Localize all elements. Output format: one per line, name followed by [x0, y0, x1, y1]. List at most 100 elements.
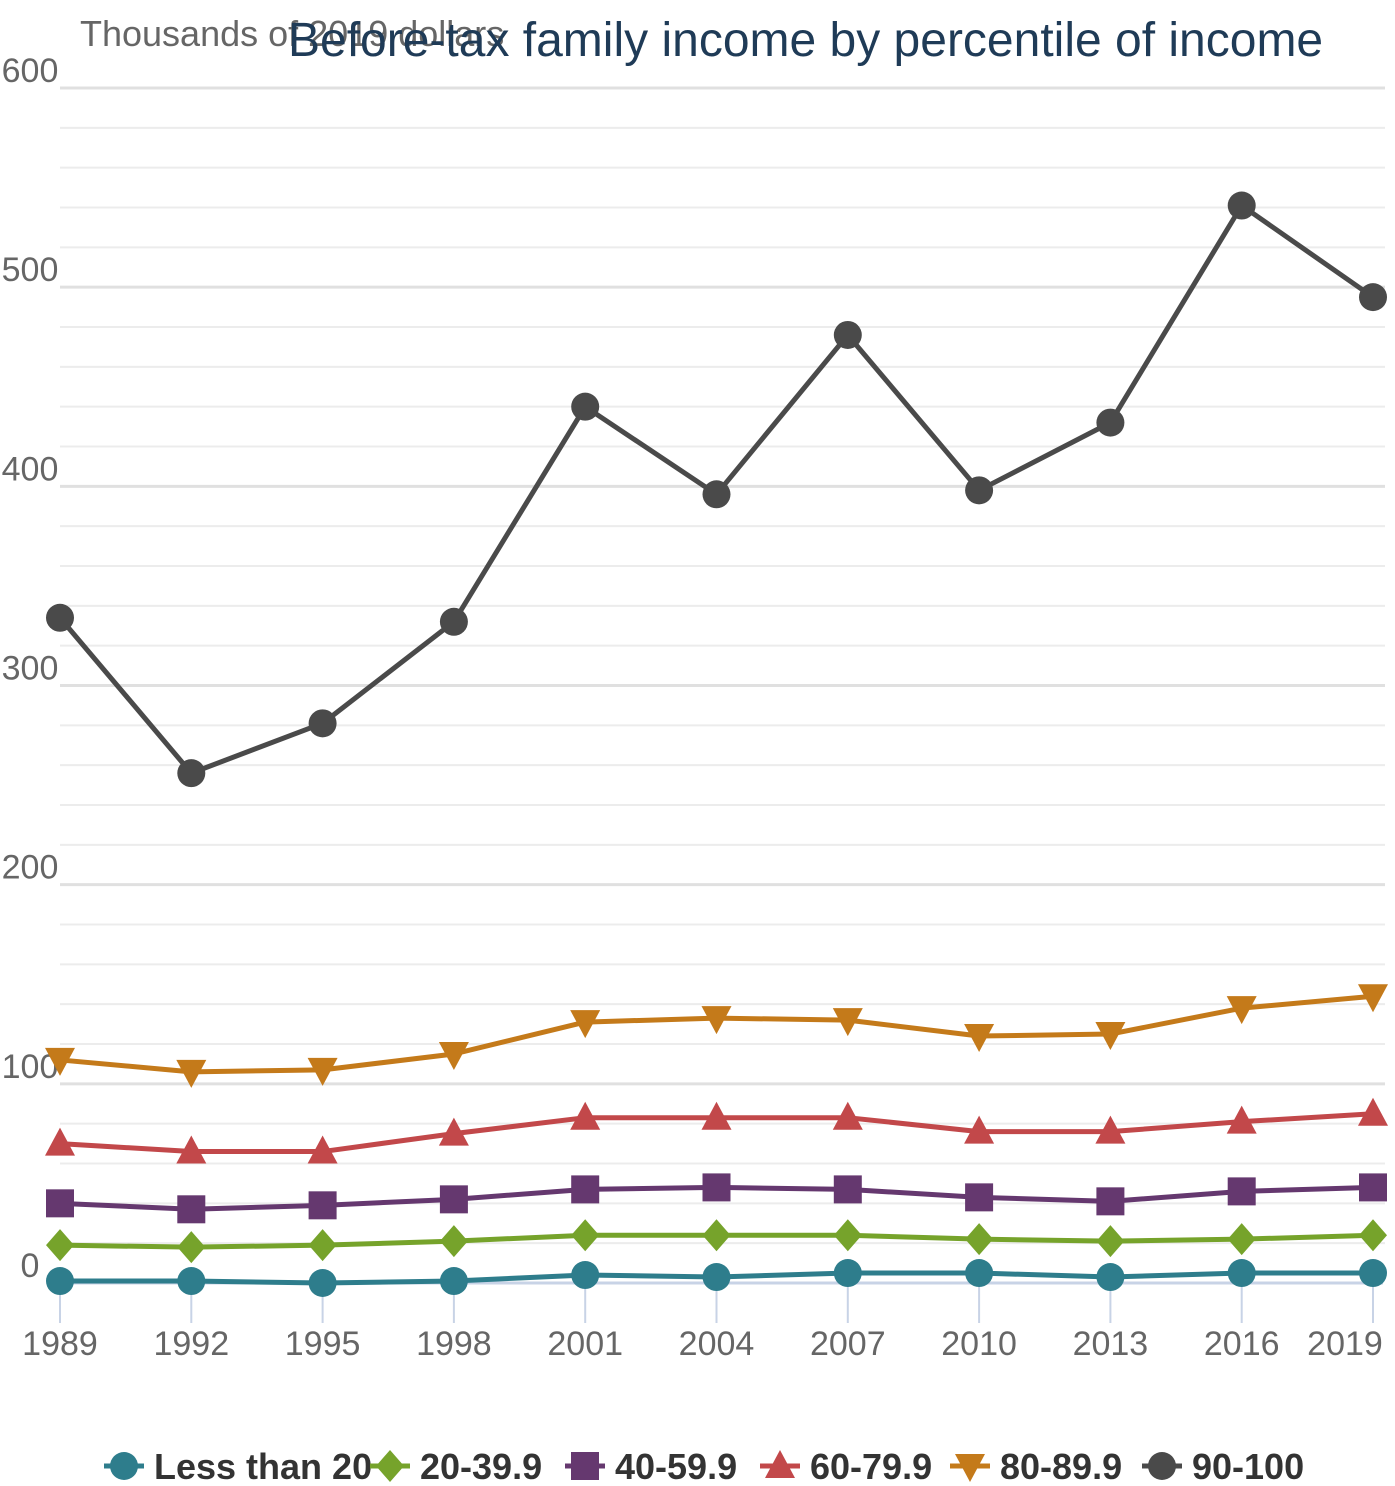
data-point [964, 1024, 995, 1053]
y-tick-label: 200 [2, 849, 59, 887]
data-point [965, 1223, 994, 1256]
legend-marker-icon [1148, 1452, 1176, 1480]
chart-title: Before-tax family income by percentile o… [288, 14, 1323, 67]
data-point [46, 1229, 74, 1262]
data-point [307, 1057, 338, 1086]
series-group [45, 984, 1388, 1088]
data-point [308, 1191, 337, 1220]
legend-label: 20-39.9 [420, 1446, 542, 1486]
data-point [1095, 1022, 1126, 1051]
x-tick-label: 2010 [941, 1325, 1017, 1363]
data-point [177, 759, 206, 788]
x-tick-label: 2001 [547, 1325, 623, 1363]
data-point [45, 1047, 75, 1076]
data-point [439, 1267, 468, 1296]
series-group [46, 1173, 1387, 1224]
data-point [439, 1185, 468, 1214]
legend-item[interactable]: 60-79.9 [760, 1446, 932, 1486]
data-point [571, 1261, 600, 1290]
x-tick-label: 2013 [1073, 1325, 1149, 1363]
x-tick-label: 1995 [285, 1325, 361, 1363]
series-group [46, 191, 1387, 788]
data-point [571, 392, 600, 421]
data-point [1359, 283, 1387, 312]
data-point [308, 1269, 337, 1297]
data-point [1359, 1219, 1387, 1252]
data-point [177, 1267, 206, 1296]
data-point [1358, 984, 1388, 1013]
data-point [46, 603, 74, 632]
data-point [965, 476, 994, 505]
data-point [571, 1175, 600, 1204]
legend-label: 80-89.9 [1000, 1446, 1122, 1486]
legend-label: 90-100 [1192, 1446, 1304, 1486]
data-point [308, 1229, 337, 1262]
data-point [833, 1219, 862, 1252]
data-point [965, 1183, 994, 1212]
data-point [176, 1059, 207, 1088]
data-point [438, 1041, 469, 1070]
y-tick-label: 300 [2, 650, 59, 688]
x-tick-label: 1992 [153, 1325, 229, 1363]
legend-item[interactable]: Less than 20 [104, 1446, 372, 1486]
data-point [833, 1175, 862, 1204]
y-tick-label: 400 [2, 450, 59, 488]
legend-label: 40-59.9 [615, 1446, 737, 1486]
legend-marker-icon [955, 1454, 985, 1482]
legend-label: Less than 20 [154, 1446, 372, 1486]
data-point [438, 1117, 469, 1146]
legend: Less than 20 20-39.9 40-59.9 60-79.9 80-89.9… [104, 1446, 1304, 1486]
data-point [964, 1115, 995, 1144]
data-point [1226, 1105, 1257, 1134]
data-point [1359, 1173, 1387, 1202]
data-point [571, 1219, 600, 1252]
x-tick-label: 2004 [679, 1325, 755, 1363]
legend-label: 60-79.9 [810, 1446, 932, 1486]
y-axis-unit-label: Thousands of 2019 dollars [80, 13, 504, 54]
data-point [833, 1259, 862, 1288]
legend-marker-icon [571, 1452, 599, 1480]
series-group [45, 1097, 1388, 1164]
legend-item[interactable]: 20-39.9 [370, 1446, 542, 1486]
data-point [177, 1231, 206, 1264]
y-tick-label: 600 [2, 52, 59, 90]
legend-item[interactable]: 90-100 [1142, 1446, 1304, 1486]
data-point [702, 1173, 731, 1202]
data-point [1096, 408, 1125, 437]
data-point [965, 1259, 994, 1288]
data-point [1096, 1225, 1125, 1258]
x-tick-label: 2007 [810, 1325, 886, 1363]
data-point [570, 1010, 601, 1039]
legend-marker-icon [765, 1450, 795, 1478]
data-point [46, 1267, 74, 1296]
data-point [439, 607, 468, 636]
data-point [702, 480, 731, 509]
y-tick-label: 500 [2, 251, 59, 289]
legend-item[interactable]: 40-59.9 [565, 1446, 737, 1486]
y-tick-label: 0 [21, 1247, 40, 1285]
data-point [702, 1263, 731, 1292]
series-group [46, 1219, 1387, 1264]
data-point [1358, 1097, 1388, 1126]
legend-item[interactable]: 80-89.9 [950, 1446, 1122, 1486]
data-point [833, 320, 862, 349]
data-point [307, 1135, 338, 1164]
data-point [1227, 1259, 1256, 1288]
legend-marker-icon [376, 1450, 404, 1482]
series-lines [45, 191, 1388, 1297]
data-point [46, 1189, 74, 1218]
data-point [1095, 1115, 1126, 1144]
x-tick-label: 2016 [1204, 1325, 1280, 1363]
data-point [701, 1101, 732, 1130]
data-point [1227, 1177, 1256, 1206]
data-point [439, 1225, 468, 1258]
data-point [177, 1195, 206, 1224]
data-point [1227, 191, 1256, 220]
x-tick-label: 2019 [1307, 1325, 1383, 1363]
series-group [46, 1259, 1387, 1297]
x-tick-label: 1998 [416, 1325, 492, 1363]
data-point [1359, 1259, 1387, 1288]
data-point [832, 1008, 863, 1037]
